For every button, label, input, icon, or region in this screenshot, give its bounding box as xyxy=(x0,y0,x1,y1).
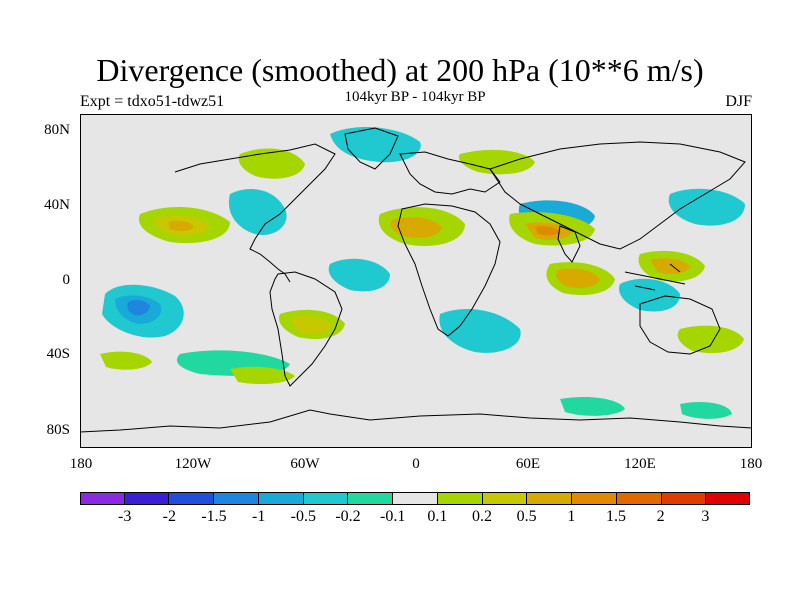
lon-label-120w: 120W xyxy=(174,456,212,472)
contour-negative xyxy=(439,309,521,353)
coastline-south-america xyxy=(269,271,343,387)
coastline-africa xyxy=(397,203,501,337)
colorbar-swatch xyxy=(437,492,483,505)
contour-negative xyxy=(668,188,745,226)
lat-label-40s: 40S xyxy=(46,346,70,362)
contour-positive xyxy=(230,366,295,384)
contour-positive xyxy=(100,351,152,370)
lon-label-60e: 60E xyxy=(515,456,541,472)
colorbar-label: -0.5 xyxy=(290,508,316,525)
contour-positive xyxy=(556,268,600,288)
coastline-north-america xyxy=(174,143,336,283)
contour-positive xyxy=(677,325,744,354)
lat-label-40n: 40N xyxy=(44,197,70,213)
colorbar-label: -3 xyxy=(117,508,132,525)
colorbar-swatch xyxy=(169,492,215,505)
contour-positive xyxy=(238,148,305,179)
colorbar-swatch xyxy=(303,492,349,505)
colorbar-label: -1 xyxy=(251,508,266,525)
coastline-indonesia xyxy=(624,263,686,291)
experiment-label: Expt = tdxo51-tdwz51 xyxy=(80,93,225,110)
coastline-antarctica xyxy=(80,409,752,433)
contour-negative xyxy=(228,189,287,235)
contour-positive xyxy=(390,217,442,238)
colorbar-label: 0.5 xyxy=(516,508,537,525)
divergence-map xyxy=(80,114,752,448)
contour-negative xyxy=(328,258,390,292)
colorbar-label: 2 xyxy=(656,508,665,525)
colorbar-label: -2 xyxy=(162,508,176,525)
plot-title: Divergence (smoothed) at 200 hPa (10**6 … xyxy=(96,52,704,88)
lat-label-80s: 80S xyxy=(46,422,70,438)
colorbar-label: 1.5 xyxy=(606,508,626,525)
colorbar-label: 1 xyxy=(567,508,576,525)
colorbar-swatch xyxy=(706,492,751,505)
colorbar-swatch xyxy=(214,492,259,505)
colorbar-swatch xyxy=(393,492,438,505)
contour-positive xyxy=(168,220,194,232)
colorbar-label: -0.1 xyxy=(379,508,406,525)
colorbar-swatch xyxy=(482,492,528,505)
contour-negative xyxy=(680,402,732,419)
colorbar xyxy=(80,492,751,505)
colorbar-swatch xyxy=(124,492,170,505)
colorbar-label: 0.1 xyxy=(427,508,448,525)
lon-label-180e: 180 xyxy=(739,456,763,472)
coastline-australia xyxy=(639,295,721,355)
coastline-india xyxy=(557,225,581,263)
coastline-greenland xyxy=(344,127,399,170)
contour-positive xyxy=(458,149,535,175)
contour-negative xyxy=(560,397,625,416)
colorbar-swatch xyxy=(348,492,394,505)
coastlines xyxy=(80,127,752,433)
lon-label-0: 0 xyxy=(412,456,420,472)
lon-label-180w: 180 xyxy=(69,456,93,472)
colorbar-swatch xyxy=(258,492,304,505)
colorbar-swatch xyxy=(527,492,573,505)
lon-label-60w: 60W xyxy=(290,456,320,472)
lat-label-0: 0 xyxy=(62,272,71,288)
colorbar-label: -0.2 xyxy=(335,508,361,525)
colorbar-label: 3 xyxy=(701,508,710,525)
map-frame xyxy=(80,114,752,448)
colorbar-label: -1.5 xyxy=(201,508,227,525)
lon-label-120e: 120E xyxy=(624,456,656,472)
period-label: 104kyr BP - 104kyr BP xyxy=(344,89,486,105)
contour-positive xyxy=(535,226,561,236)
divergence-contours xyxy=(100,127,745,419)
colorbar-label: 0.2 xyxy=(472,508,492,525)
season-label: DJF xyxy=(725,93,752,110)
contour-positive xyxy=(290,316,332,334)
colorbar-swatch xyxy=(80,492,125,505)
contour-negative xyxy=(127,299,150,316)
colorbar-swatch xyxy=(572,492,617,505)
coastline-europe xyxy=(399,151,501,195)
coastline-asia xyxy=(489,141,746,250)
colorbar-swatch xyxy=(661,492,707,505)
colorbar-swatch xyxy=(616,492,662,505)
contour-negative xyxy=(619,278,680,312)
contour-positive xyxy=(650,258,690,275)
lat-label-80n: 80N xyxy=(44,122,70,138)
